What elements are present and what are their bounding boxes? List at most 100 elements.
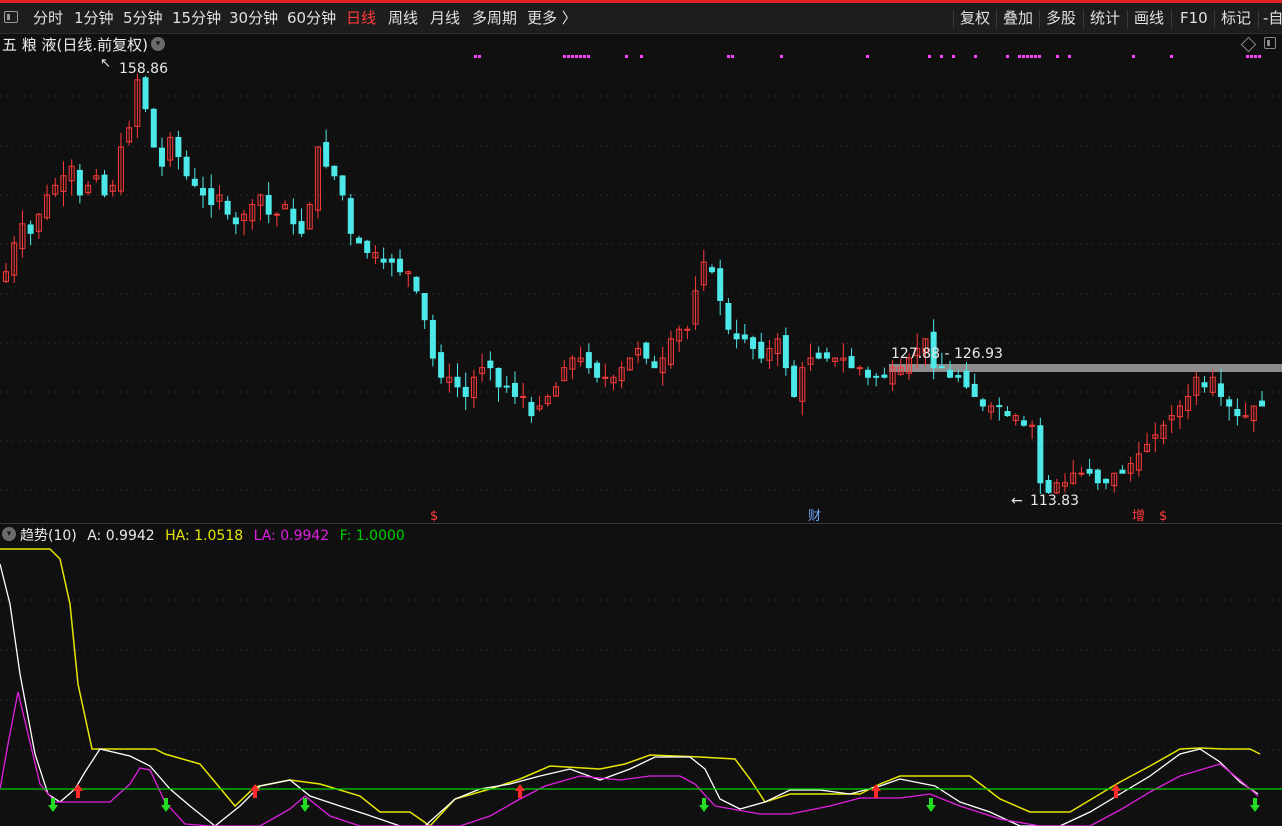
candle-body — [1127, 463, 1134, 474]
signal-dot — [866, 55, 869, 58]
candle-body — [273, 213, 280, 216]
signal-dot — [640, 55, 643, 58]
signal-dot — [1026, 55, 1029, 58]
chevron-down-icon[interactable]: ▾ — [151, 37, 165, 51]
candle-body — [1242, 415, 1249, 418]
signal-dot — [1068, 55, 1071, 58]
candle-body — [314, 146, 321, 211]
indicator-name[interactable]: 趋势(10) — [20, 528, 77, 544]
period-1min[interactable]: 1分钟 — [74, 9, 114, 27]
period-weekly[interactable]: 周线 — [388, 9, 419, 27]
adjust-button[interactable]: 复权 — [960, 9, 991, 27]
candle-body — [438, 352, 445, 378]
candle-body — [470, 376, 477, 399]
sell-arrow-icon — [926, 798, 936, 812]
candle-body — [1160, 424, 1167, 439]
candle-body — [117, 146, 124, 192]
candle-body — [511, 382, 518, 397]
candle-body — [1111, 472, 1118, 487]
signal-dot — [1022, 55, 1025, 58]
candle-body — [241, 213, 248, 222]
candle-body — [635, 347, 642, 356]
candle-body — [355, 237, 362, 244]
candle-body — [298, 221, 305, 234]
candle-body — [1168, 415, 1175, 421]
sidebar-toggle-icon[interactable] — [4, 11, 18, 23]
period-more[interactable]: 更多 〉 — [527, 9, 577, 27]
buy-arrow-icon — [871, 784, 881, 798]
candle-body — [906, 357, 913, 374]
candle-body — [947, 369, 954, 378]
candle-body — [19, 223, 26, 250]
indicator-chart[interactable] — [0, 544, 1282, 826]
candle-body — [1053, 482, 1060, 494]
signal-dot — [587, 55, 590, 58]
candle-body — [659, 357, 666, 374]
period-intraday[interactable]: 分时 — [33, 9, 64, 27]
period-multi[interactable]: 多周期 — [472, 9, 518, 27]
mark-button[interactable]: 标记 — [1221, 9, 1252, 27]
candle-body — [1226, 399, 1233, 407]
candle-body — [101, 174, 108, 196]
period-daily[interactable]: 日线 — [346, 9, 377, 27]
candle-body — [553, 386, 560, 397]
sell-arrow-icon — [1250, 798, 1260, 812]
multi-stock-button[interactable]: 多股 — [1046, 9, 1077, 27]
panel-divider[interactable] — [0, 523, 1282, 524]
price-chart[interactable]: 158.86 ↖ 113.83 ← 127.88 - 126.93 $ 财 增 … — [0, 34, 1282, 523]
candle-body — [446, 376, 453, 383]
candle-body — [3, 271, 9, 282]
indicator-f-value: F: 1.0000 — [339, 528, 405, 544]
period-5min[interactable]: 5分钟 — [123, 9, 163, 27]
f10-button[interactable]: F10 — [1180, 9, 1208, 27]
candle-body — [331, 165, 338, 177]
candle-body — [561, 367, 568, 382]
toolbar-separator — [996, 10, 997, 28]
candle-body — [1045, 479, 1052, 493]
indicator-chevron-icon[interactable]: ▾ — [2, 527, 16, 541]
statistics-button[interactable]: 统计 — [1090, 9, 1121, 27]
candle-body — [364, 240, 371, 254]
candle-body — [741, 334, 748, 340]
candle-body — [930, 331, 937, 369]
panel-toggle-icon[interactable] — [1264, 37, 1276, 49]
signal-dot — [567, 55, 570, 58]
candle-body — [175, 136, 182, 158]
period-15min[interactable]: 15分钟 — [172, 9, 222, 27]
signal-dot — [780, 55, 783, 58]
candle-body — [224, 200, 231, 215]
toolbar-separator — [1258, 10, 1259, 28]
signal-dot — [478, 55, 481, 58]
candle-body — [93, 175, 100, 180]
candle-body — [1250, 405, 1257, 422]
candle-body — [1152, 434, 1159, 439]
custom-button[interactable]: -自 — [1263, 9, 1282, 27]
signal-dot — [727, 55, 730, 58]
candle-body — [667, 338, 674, 365]
indicator-legend: 趋势(10) A: 0.9942 HA: 1.0518 LA: 0.9942 F… — [20, 525, 411, 545]
period-60min[interactable]: 60分钟 — [287, 9, 337, 27]
chart-grid — [0, 95, 1282, 491]
candle-body — [1185, 395, 1192, 411]
candle-body — [889, 367, 896, 385]
candle-body — [569, 357, 576, 370]
signal-dot — [1018, 55, 1021, 58]
candlesticks — [3, 73, 1265, 494]
candle-body — [191, 178, 198, 186]
finance-marker[interactable]: 财 — [808, 509, 821, 523]
period-monthly[interactable]: 月线 — [430, 9, 461, 27]
signal-dot — [1246, 55, 1249, 58]
candle-body — [388, 258, 395, 263]
a-line — [0, 563, 1259, 826]
period-30min[interactable]: 30分钟 — [229, 9, 279, 27]
candle-body — [216, 194, 223, 202]
increase-marker[interactable]: 增 — [1132, 509, 1145, 523]
candle-body — [290, 208, 297, 225]
candle-body — [200, 187, 207, 196]
signal-dot — [952, 55, 955, 58]
chart-title: 五 粮 液(日线.前复权) — [2, 34, 148, 55]
draw-line-button[interactable]: 画线 — [1134, 9, 1165, 27]
overlay-button[interactable]: 叠加 — [1003, 9, 1034, 27]
signal-dot — [928, 55, 931, 58]
candle-body — [1234, 409, 1241, 417]
